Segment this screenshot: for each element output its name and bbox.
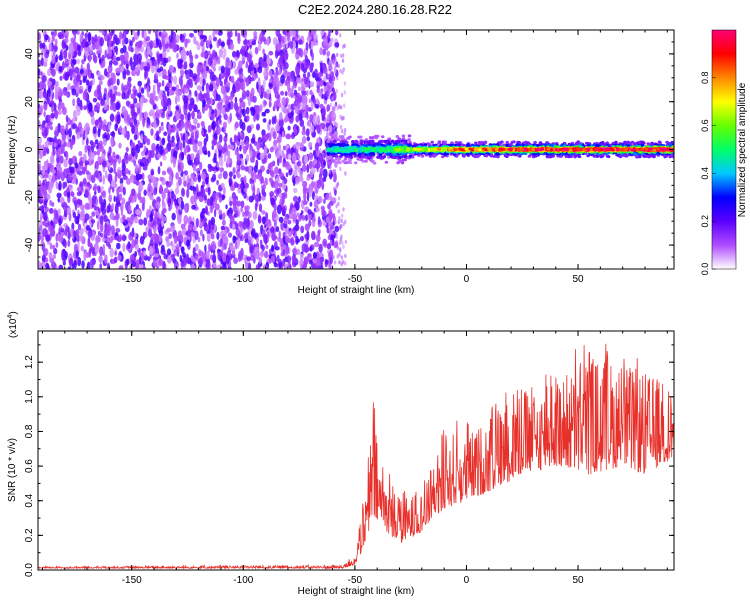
spectrogram-y-tick-label: 40 <box>24 48 35 60</box>
snr-scale-exponent: 4 <box>7 315 14 319</box>
colorbar-tick-label: 0.0 <box>700 263 710 276</box>
snr-x-label: Height of straight line (km) <box>298 586 415 597</box>
spectrogram-y-tick-label: 0 <box>24 146 35 152</box>
colorbar-gradient <box>711 29 737 270</box>
spectrogram-ticks: -150 -100 -50 0 50 -40 -20 0 20 40 <box>24 29 674 285</box>
snr-y-tick-label: 1.2 <box>24 355 35 369</box>
snr-x-tick-label: -150 <box>122 575 142 586</box>
spectrogram-panel: -150 -100 -50 0 50 -40 -20 0 20 40 Height of stra… <box>7 29 675 296</box>
snr-y-label: SNR (10 * v/v) <box>7 438 18 502</box>
spectrogram-x-tick-label: 0 <box>464 274 470 285</box>
spectrogram-x-tick-label: 50 <box>572 274 584 285</box>
snr-y-tick-label: 0.4 <box>24 493 35 507</box>
snr-panel: -150 -100 -50 0 50 0.0 0.2 0.4 0.6 0.8 1.0 1.2 Heig… <box>7 311 675 597</box>
snr-series-line <box>38 343 674 570</box>
colorbar-label: Normalized spectral amplitude <box>737 82 748 217</box>
spectrogram-y-tick-label: 20 <box>24 96 35 108</box>
snr-y-tick-label: 1.0 <box>24 389 35 403</box>
snr-x-tick-label: -100 <box>233 575 253 586</box>
colorbar-tick-label: 0.8 <box>700 72 710 85</box>
figure-title: C2E2.2024.280.16.28.R22 <box>298 2 452 17</box>
snr-x-tick-label: 0 <box>464 575 470 586</box>
spectrogram-x-tick-label: -50 <box>348 274 363 285</box>
colorbar: 0.0 0.2 0.4 0.6 0.8 Normalized spectral ampl… <box>700 29 748 276</box>
spectrogram-y-tick-label: -20 <box>24 190 35 205</box>
snr-ticks: -150 -100 -50 0 50 0.0 0.2 0.4 0.6 0.8 1.0 1.2 <box>24 331 674 586</box>
spectrogram-x-tick-label: -150 <box>122 274 142 285</box>
spectrogram-y-label: Frequency (Hz) <box>7 116 18 185</box>
snr-x-tick-label: 50 <box>572 575 584 586</box>
snr-y-tick-label: 0.2 <box>24 528 35 542</box>
snr-y-tick-label: 0.6 <box>24 459 35 473</box>
colorbar-ticks: 0.0 0.2 0.4 0.6 0.8 <box>700 72 716 276</box>
snr-y-tick-label: 0.8 <box>24 424 35 438</box>
spectrogram-x-tick-label: -100 <box>233 274 253 285</box>
colorbar-tick-label: 0.6 <box>700 119 710 132</box>
snr-x-tick-label: -50 <box>348 575 363 586</box>
spectrogram-x-label: Height of straight line (km) <box>298 285 415 296</box>
snr-scale-factor: (x104) <box>7 311 19 338</box>
snr-y-tick-label: 0.0 <box>24 563 35 577</box>
spectrogram-y-tick-label: -40 <box>24 237 35 252</box>
colorbar-tick-label: 0.4 <box>700 167 710 180</box>
colorbar-tick-label: 0.2 <box>700 215 710 228</box>
snr-frame <box>37 330 675 571</box>
snr-scale-prefix: (x10 <box>8 318 19 338</box>
